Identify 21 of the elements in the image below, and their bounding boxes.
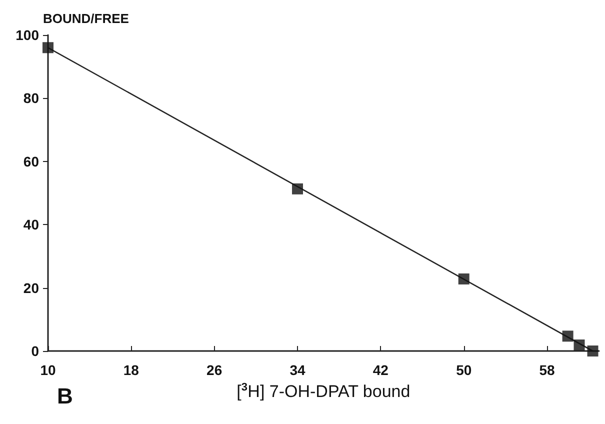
x-tick-label: 50 [456, 362, 472, 378]
point [587, 346, 598, 356]
point [458, 273, 470, 284]
x-tick-label: 42 [372, 362, 389, 378]
x-tick-label: 18 [123, 362, 140, 378]
point [574, 339, 585, 350]
x-tick-label: 26 [206, 362, 222, 378]
x-tick-label: 10 [40, 362, 56, 378]
y-tick-label: 100 [16, 27, 40, 43]
point [42, 42, 54, 54]
y-axis-title: BOUND/FREE [43, 11, 130, 26]
point [292, 183, 304, 194]
text: B [57, 384, 73, 408]
y-tick-label: 40 [23, 216, 40, 233]
y-tick-label: 60 [23, 153, 40, 170]
y-tick-label: 20 [23, 280, 40, 296]
x-tick-label: 58 [539, 362, 556, 378]
y-tick-label: 80 [23, 90, 40, 106]
y-tick-label: 0 [31, 343, 40, 359]
x-tick-label: 34 [290, 362, 306, 378]
point [562, 330, 574, 342]
